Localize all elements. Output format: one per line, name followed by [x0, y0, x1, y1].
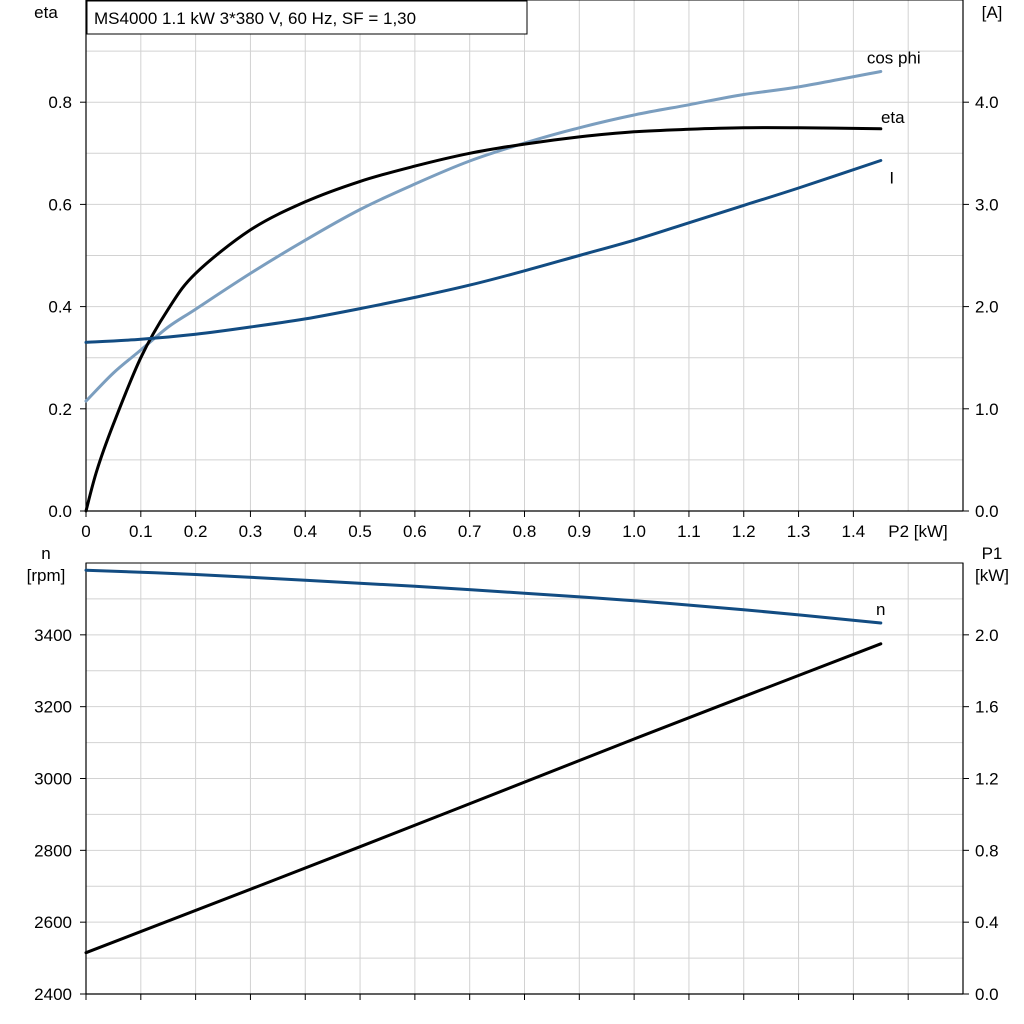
left-tick-label: 0.8 — [48, 93, 72, 112]
series-label: cos phi — [867, 49, 921, 68]
x-tick-label: 0 — [81, 522, 90, 541]
efficiency-current-panel: 0.0 0.2 0.4 0.6 0.8 0.0 1.0 2.0 3.0 4.0 cos phi eta… — [34, 0, 1003, 541]
left-tick-label: 0.4 — [48, 298, 72, 317]
series-label: eta — [881, 108, 905, 127]
x-tick-label: 0.7 — [458, 522, 482, 541]
x-tick-label: 0.9 — [567, 522, 591, 541]
right-tick-label: 3.0 — [975, 195, 999, 214]
series-line-i — [84, 159, 883, 344]
x-tick-label: 0.5 — [348, 522, 372, 541]
x-tick-label: 0.6 — [403, 522, 427, 541]
x-tick-label: 1.2 — [732, 522, 756, 541]
left-tick-label: 3000 — [34, 770, 72, 789]
x-tick-label: 0.8 — [513, 522, 537, 541]
right-tick-label: 1.6 — [975, 698, 999, 717]
chart-title: MS4000 1.1 kW 3*380 V, 60 Hz, SF = 1,30 — [94, 9, 416, 28]
right-tick-label: 0.0 — [975, 502, 999, 521]
left-tick-label: 0.6 — [48, 195, 72, 214]
left-axis-title: n — [41, 544, 50, 563]
right-axis-unit: [A] — [982, 3, 1003, 22]
x-tick-label: 1.0 — [622, 522, 646, 541]
x-tick-label: 0.4 — [293, 522, 317, 541]
right-axis-unit: [kW] — [975, 566, 1009, 585]
left-tick-label: 2800 — [34, 841, 72, 860]
right-axis-title: P1 — [982, 544, 1003, 563]
right-tick-label: 0.0 — [975, 985, 999, 1004]
x-tick-label: 0.3 — [239, 522, 263, 541]
x-tick-label: 0.1 — [129, 522, 153, 541]
x-axis-title: P2 [kW] — [888, 522, 948, 541]
right-tick-label: 2.0 — [975, 626, 999, 645]
left-tick-label: 3200 — [34, 698, 72, 717]
left-tick-label: 0.2 — [48, 400, 72, 419]
left-tick-label: 3400 — [34, 626, 72, 645]
left-axis-unit: eta — [34, 3, 58, 22]
left-axis-unit: [rpm] — [27, 566, 66, 585]
right-tick-label: 0.4 — [975, 913, 999, 932]
left-tick-label: 0.0 — [48, 502, 72, 521]
right-tick-label: 1.2 — [975, 770, 999, 789]
series-line-p1 — [84, 642, 883, 955]
series-line-eta — [84, 126, 883, 513]
chart-title-box — [86, 0, 528, 35]
x-tick-label: 1.4 — [842, 522, 866, 541]
series-label: I — [889, 168, 894, 187]
series-line-cos-phi — [84, 70, 883, 403]
right-tick-label: 2.0 — [975, 298, 999, 317]
x-tick-label: 1.1 — [677, 522, 701, 541]
left-tick-label: 2600 — [34, 913, 72, 932]
left-tick-label: 2400 — [34, 985, 72, 1004]
series-label: n — [876, 600, 885, 619]
right-tick-label: 4.0 — [975, 93, 999, 112]
x-tick-label: 1.3 — [787, 522, 811, 541]
right-tick-label: 1.0 — [975, 400, 999, 419]
speed-input-power-panel: 2400 2600 2800 3000 3200 3400 0.0 0.4 0.8 1.2 1.6 2… — [27, 544, 1009, 1004]
right-tick-label: 0.8 — [975, 841, 999, 860]
x-tick-label: 0.2 — [184, 522, 208, 541]
series-line-n — [84, 568, 883, 625]
